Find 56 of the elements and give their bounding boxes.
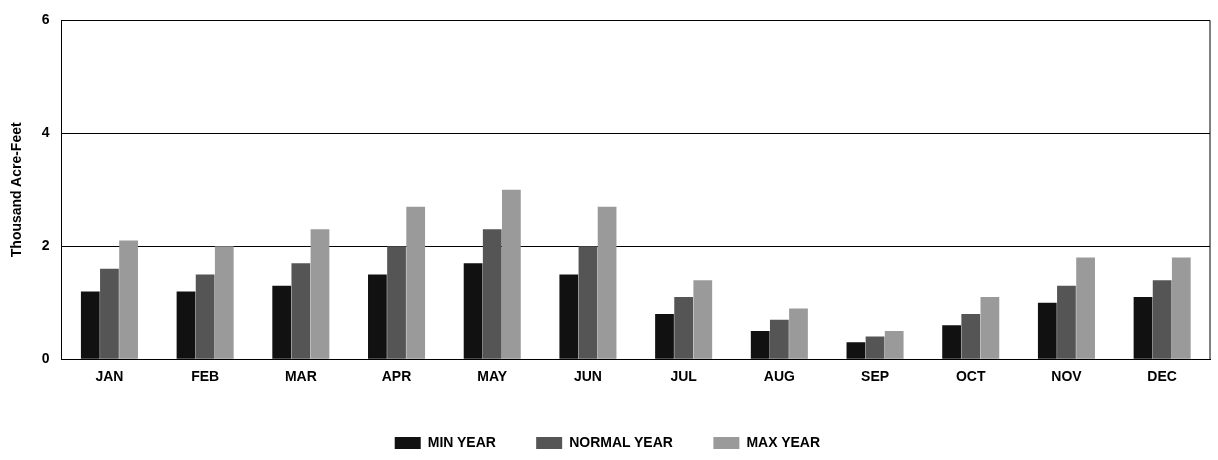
bar bbox=[693, 280, 713, 359]
bar bbox=[1133, 297, 1153, 359]
bar bbox=[1171, 257, 1191, 359]
x-tick-label: MAR bbox=[284, 368, 317, 385]
bar bbox=[655, 314, 674, 359]
bar bbox=[884, 330, 904, 359]
x-tick-label: APR bbox=[381, 368, 412, 385]
bar bbox=[1057, 285, 1076, 359]
bar bbox=[750, 330, 770, 359]
x-tick-label: OCT bbox=[955, 368, 986, 385]
bar bbox=[80, 291, 100, 359]
y-tick-label: 0 bbox=[41, 350, 50, 367]
x-tick-label: NOV bbox=[1051, 368, 1083, 385]
bar bbox=[368, 274, 387, 359]
bar bbox=[406, 206, 426, 359]
bar bbox=[1152, 280, 1172, 359]
legend-label: MIN YEAR bbox=[427, 433, 496, 450]
y-axis-title: Thousand Acre-Feet bbox=[8, 122, 25, 258]
bar bbox=[176, 291, 196, 359]
x-tick-label: DEC bbox=[1147, 368, 1177, 385]
bar bbox=[214, 246, 234, 359]
bar bbox=[502, 189, 521, 359]
x-tick-label: FEB bbox=[191, 368, 220, 385]
x-tick-label: JAN bbox=[95, 368, 124, 385]
bar bbox=[482, 229, 502, 359]
bar bbox=[310, 229, 330, 359]
bar bbox=[463, 263, 483, 359]
legend-label: MAX YEAR bbox=[746, 433, 821, 450]
x-tick-label: JUL bbox=[670, 368, 698, 385]
bar bbox=[578, 246, 598, 359]
bar bbox=[119, 240, 138, 359]
y-tick-label: 2 bbox=[41, 237, 50, 254]
bar bbox=[961, 314, 981, 359]
bar bbox=[195, 274, 215, 359]
bar bbox=[387, 246, 406, 359]
bar bbox=[272, 285, 292, 359]
bar bbox=[1076, 257, 1095, 359]
bar bbox=[674, 297, 694, 359]
bar bbox=[597, 206, 617, 359]
bar bbox=[769, 319, 789, 359]
x-tick-label: JUN bbox=[573, 368, 602, 385]
y-tick-label: 6 bbox=[41, 11, 50, 28]
bar bbox=[865, 336, 885, 359]
bar bbox=[980, 297, 1000, 359]
y-tick-label: 4 bbox=[41, 124, 50, 141]
x-tick-label: SEP bbox=[861, 368, 890, 385]
x-tick-label: MAY bbox=[477, 368, 508, 385]
bar bbox=[1037, 302, 1057, 359]
legend-label: NORMAL YEAR bbox=[569, 433, 673, 450]
bar bbox=[789, 308, 808, 359]
bar bbox=[846, 342, 866, 359]
bar bbox=[291, 263, 311, 359]
bar bbox=[559, 274, 579, 359]
bar bbox=[942, 325, 961, 359]
x-tick-label: AUG bbox=[763, 368, 795, 385]
bar bbox=[100, 268, 119, 359]
